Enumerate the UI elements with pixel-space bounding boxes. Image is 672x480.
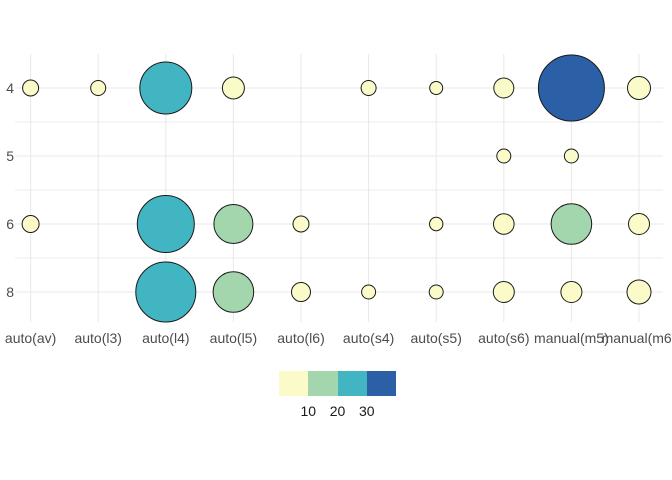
bubble — [360, 80, 377, 96]
bubble — [22, 79, 40, 97]
bubble — [537, 54, 605, 122]
x-tick-label: auto(l4) — [142, 330, 190, 346]
y-tick-label: 8 — [6, 284, 14, 300]
x-tick-label: auto(s5) — [410, 330, 462, 346]
x-tick-label: auto(l3) — [74, 330, 122, 346]
bubble — [136, 195, 195, 253]
x-tick-label: auto(s4) — [342, 330, 395, 346]
legend-color-segment — [308, 371, 338, 396]
y-tick-label: 5 — [6, 148, 14, 164]
bubble — [550, 203, 593, 245]
bubble — [429, 81, 444, 95]
bubble — [135, 261, 197, 323]
bubble — [90, 80, 107, 96]
legend-colorbar — [279, 371, 396, 396]
x-tick-label: manual(m5) — [534, 330, 609, 346]
x-tick-label: manual(m6) — [601, 330, 672, 346]
x-tick-label: auto(l6) — [277, 330, 325, 346]
bubble — [493, 213, 515, 235]
legend-color-segment — [337, 371, 367, 396]
bubble — [492, 281, 515, 303]
legend-color-segment — [366, 371, 396, 396]
x-tick-label: auto(l5) — [209, 330, 258, 346]
bubble — [361, 284, 377, 300]
bubble — [563, 148, 579, 164]
bubble — [212, 271, 255, 313]
bubble — [428, 284, 444, 300]
bubble — [292, 215, 310, 233]
legend-tick-label: 30 — [358, 403, 375, 419]
bubble — [139, 61, 193, 115]
bubble — [291, 282, 311, 302]
bubble — [496, 148, 512, 164]
x-tick-label: auto(s6) — [478, 330, 530, 346]
y-tick-label: 4 — [6, 80, 14, 96]
bubble — [429, 216, 444, 232]
bubble — [221, 76, 245, 100]
bubble — [627, 76, 651, 100]
legend-color-segment — [279, 371, 309, 396]
y-tick-label: 6 — [6, 216, 14, 232]
bubble — [628, 213, 650, 235]
bubble — [493, 77, 515, 99]
legend-tick-label: 10 — [300, 403, 317, 419]
bubble — [560, 281, 583, 303]
bubble — [213, 204, 254, 244]
bubble — [21, 215, 40, 233]
legend-tick-label: 20 — [329, 403, 346, 419]
bubble — [626, 279, 652, 305]
x-tick-label: auto(av) — [4, 330, 57, 346]
